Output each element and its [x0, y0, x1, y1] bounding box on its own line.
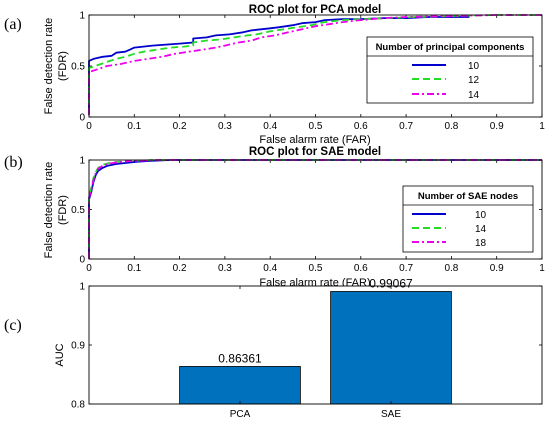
legend-title: Number of SAE nodes: [418, 191, 518, 202]
x-tick-label: 0.6: [354, 121, 368, 132]
legend-entry-10: 10: [475, 210, 487, 221]
x-tick-label: 0.5: [309, 121, 323, 132]
x-tick-label: 0.6: [354, 263, 368, 274]
plot-frame: [88, 14, 543, 118]
panel-label-c: (c): [4, 317, 22, 334]
x-tick-label: 0.1: [127, 263, 141, 274]
x-tick-label: 0.7: [399, 263, 413, 274]
series-line-10: [88, 16, 470, 115]
y-tick-label: 0: [79, 113, 85, 124]
x-tick-label: PCA: [230, 409, 251, 420]
bar-pca: [179, 366, 301, 405]
y-tick-label: 1: [79, 11, 85, 22]
x-tick-label: 0.1: [127, 121, 141, 132]
y-axis-label-line2: (FDR): [57, 195, 69, 225]
legend: Number of principal components 10 12 14: [366, 36, 534, 104]
x-tick-label: 0.4: [263, 121, 277, 132]
x-tick-label: 0.8: [444, 121, 458, 132]
bar-sae: [330, 291, 452, 405]
x-axis-label: False alarm rate (FAR): [259, 134, 370, 146]
chart-title: ROC plot for PCA model: [249, 4, 381, 16]
plot-area: 0.8 0.9 1 0.86361 PCA 0.99067 SAE: [71, 277, 543, 420]
y-tick-label: 1: [79, 156, 85, 167]
y-tick-label: 0.9: [71, 341, 85, 352]
legend-entry-14: 14: [468, 90, 480, 101]
legend-entry-18: 18: [475, 238, 487, 249]
panel-label-a: (a): [4, 16, 22, 33]
x-tick-label: 0.8: [444, 263, 458, 274]
plot-frame: [88, 159, 543, 260]
legend: Number of SAE nodes 10 14 18: [402, 185, 534, 253]
y-tick-label: 0.5: [71, 205, 85, 216]
legend-entry-10: 10: [468, 61, 480, 72]
chart-title: ROC plot for SAE model: [249, 146, 381, 158]
legend-box: [402, 185, 534, 253]
y-axis-label-line1: False detection rate: [43, 18, 55, 115]
y-axis-label-line1: False detection rate: [43, 162, 55, 259]
x-tick-label: 0.2: [173, 263, 187, 274]
panel-label-b: (b): [4, 154, 23, 171]
x-tick-label: 0.4: [263, 263, 277, 274]
legend-box: [366, 36, 534, 104]
x-tick-label: 1: [539, 263, 545, 274]
series-line-14: [88, 14, 542, 115]
x-tick-label: 0: [86, 263, 92, 274]
legend-entry-12: 12: [468, 75, 480, 86]
data-label-pca: 0.86361: [218, 351, 262, 365]
x-tick-label: SAE: [381, 409, 401, 420]
x-tick-label: 0.9: [490, 121, 504, 132]
y-axis-label-line2: (FDR): [57, 51, 69, 81]
legend-entry-14: 14: [475, 224, 487, 235]
plot-frame: [88, 285, 543, 405]
plot-background: [89, 286, 542, 404]
roc-pca-chart: ROC plot for PCA model False detection r…: [43, 4, 545, 146]
series-line-12: [88, 14, 542, 115]
x-tick-label: 0.3: [218, 121, 232, 132]
roc-sae-chart: ROC plot for SAE model False detection r…: [43, 146, 545, 289]
y-tick-label: 0.5: [71, 62, 85, 73]
series-line-18: [88, 159, 542, 259]
x-tick-label: 0.7: [399, 121, 413, 132]
x-tick-label: 0.2: [173, 121, 187, 132]
y-tick-label: 0: [79, 255, 85, 266]
auc-bar-chart: AUC 0.8 0.9 1 0.86361 PCA 0.99067 SAE: [54, 277, 543, 420]
x-tick-label: 0.5: [309, 263, 323, 274]
y-tick-label: 1: [79, 282, 85, 293]
legend-title: Number of principal components: [376, 42, 525, 53]
y-tick-label: 0.8: [71, 400, 85, 411]
data-label-sae: 0.99067: [369, 277, 413, 291]
x-tick-label: 0: [86, 121, 92, 132]
x-tick-label: 0.3: [218, 263, 232, 274]
x-tick-label: 1: [539, 121, 545, 132]
y-axis-label: AUC: [54, 343, 66, 366]
x-tick-label: 0.9: [490, 263, 504, 274]
